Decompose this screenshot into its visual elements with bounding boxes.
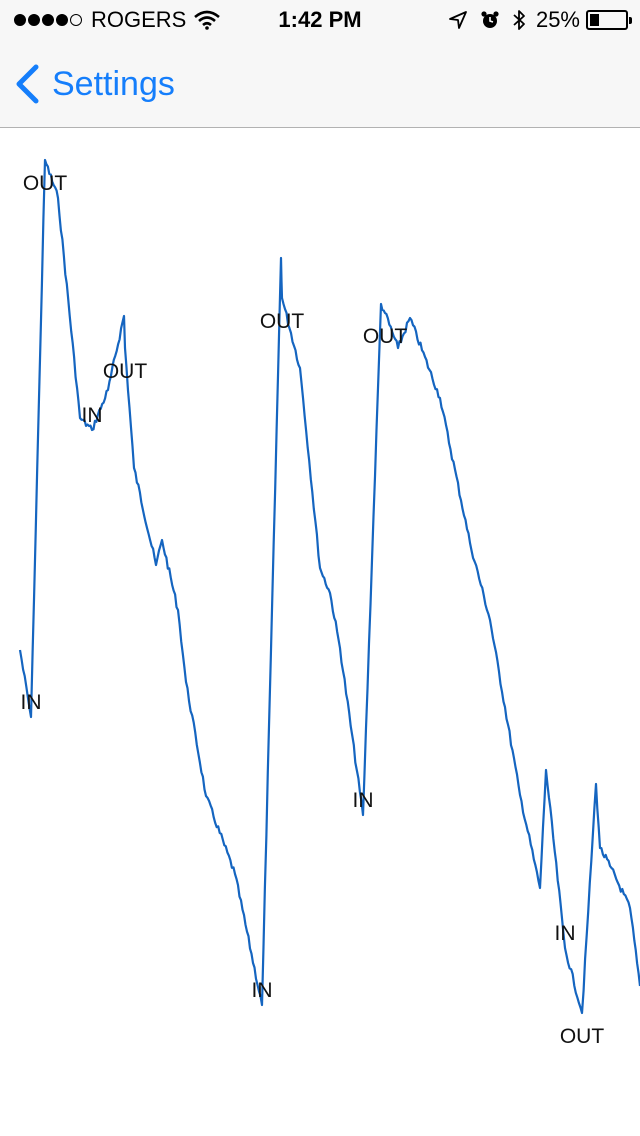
breathing-chart: OUT IN OUT IN OUT IN OUT IN OUT IN — [0, 128, 640, 1136]
in-label: IN — [82, 404, 103, 427]
battery-icon — [586, 10, 632, 30]
in-label: IN — [252, 979, 273, 1002]
back-button-label: Settings — [52, 64, 175, 103]
out-label: OUT — [103, 360, 148, 383]
out-label: OUT — [363, 325, 408, 348]
in-label: IN — [21, 691, 42, 714]
in-label: IN — [353, 789, 374, 812]
carrier-name: ROGERS — [91, 7, 187, 32]
status-time: 1:42 PM — [278, 7, 362, 32]
location-arrow-icon — [448, 10, 468, 30]
chevron-left-icon — [16, 64, 39, 104]
wifi-icon — [194, 10, 221, 30]
signal-dot — [42, 14, 54, 26]
battery-percent: 25% — [535, 7, 580, 32]
signal-dot — [70, 14, 82, 26]
status-bar: ROGERS 1:42 PM — [0, 0, 640, 40]
in-label: IN — [555, 922, 576, 945]
out-label: OUT — [23, 172, 68, 195]
status-left: ROGERS — [14, 7, 221, 33]
navigation-bar: Settings — [0, 40, 640, 128]
signal-dot — [56, 14, 68, 26]
alarm-clock-icon — [480, 10, 500, 30]
status-right: 25% — [436, 7, 632, 33]
signal-dot — [28, 14, 40, 26]
out-label: OUT — [560, 1025, 605, 1048]
cell-signal-indicator — [14, 14, 84, 26]
signal-dot — [14, 14, 26, 26]
bluetooth-icon — [512, 9, 526, 31]
out-label: OUT — [260, 310, 305, 333]
breath-line — [18, 158, 640, 1015]
battery-level-fill — [590, 14, 599, 26]
back-button[interactable]: Settings — [14, 40, 175, 128]
